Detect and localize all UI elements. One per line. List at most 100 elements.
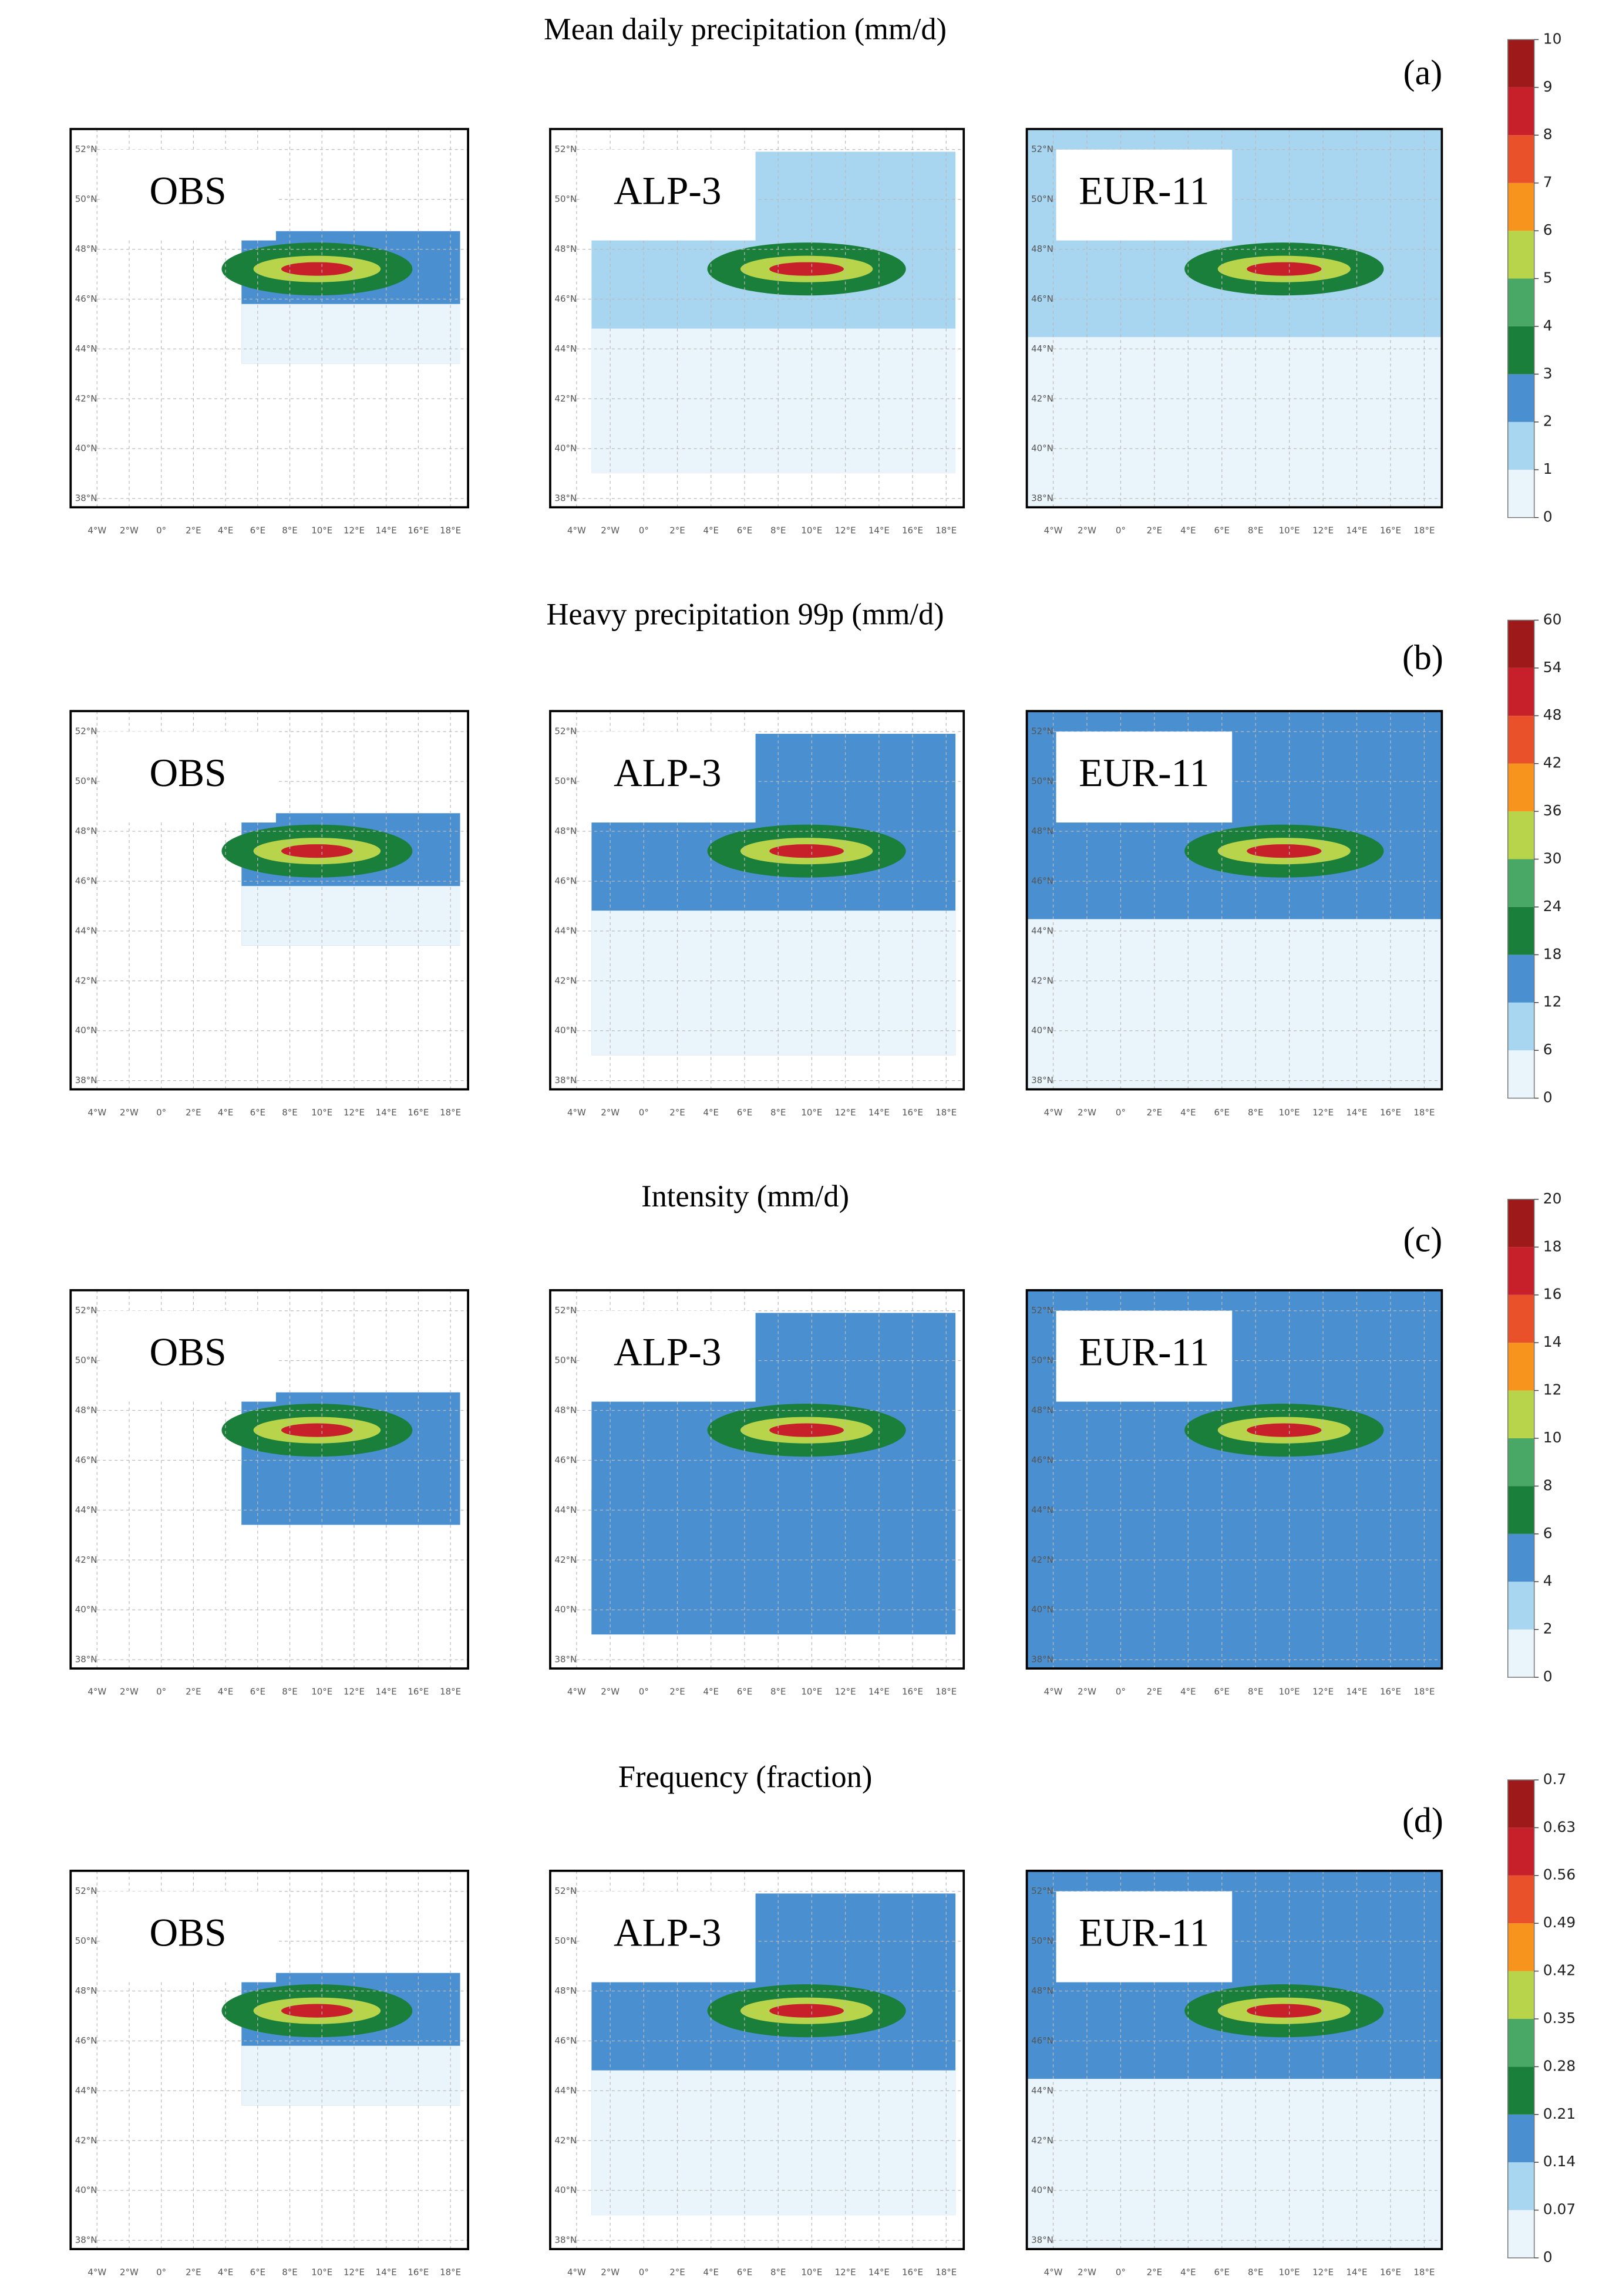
lon-label: 18°E [935,1107,957,1118]
lon-label: 4°W [567,1107,586,1118]
lat-label: 42°N [554,975,577,986]
lat-label: 44°N [1031,343,1053,354]
lon-label: 14°E [376,525,397,536]
lon-label: 10°E [801,525,822,536]
lat-label: 42°N [1031,1555,1053,1565]
lon-label: 0° [156,525,166,536]
colorbar-tick-label: 42 [1543,754,1562,771]
lon-label: 6°E [1214,2267,1230,2278]
lat-label: 46°N [75,875,97,886]
colorbar-cell [1507,1002,1534,1051]
model-label-box [1056,1891,1233,1983]
lat-label: 48°N [554,1985,577,1996]
lon-label: 2°W [1078,1107,1096,1118]
colorbar-cell [1507,470,1534,518]
lat-label: 40°N [75,1025,97,1036]
model-label: OBS [149,169,226,213]
map-panel: 52°N 50°N 48°N 46°N 44°N 42°N 40°N 38°N 4°W 2°W 0°… [549,127,965,536]
lon-label: 14°E [868,1107,890,1118]
lon-label: 4°E [703,2267,719,2278]
panel-label: (b) [1402,638,1443,677]
lat-label: 38°N [1031,493,1053,504]
map-panel: 52°N 50°N 48°N 46°N 44°N 42°N 40°N 38°N 4°W 2°W 0°… [549,1869,965,2278]
colorbar-cell [1507,906,1534,955]
colorbar-cell [1507,859,1534,907]
lon-label: 4°W [567,1687,586,1697]
lon-label: 0° [1116,2267,1126,2278]
colorbar-cell [1507,374,1534,422]
lat-label: 48°N [75,1405,97,1415]
lat-label: 42°N [75,1555,97,1565]
lon-label: 14°E [376,2267,397,2278]
lat-label: 52°N [554,1305,577,1316]
colorbar-cell [1507,1971,1534,2019]
lat-label: 46°N [554,294,577,304]
lon-label: 6°E [1214,1687,1230,1697]
alps-peak [1247,1423,1322,1437]
colorbar-tick-label: 0.21 [1543,2105,1576,2122]
colorbar-tick-label: 4 [1543,1572,1553,1589]
data-south [241,1465,460,1525]
colorbar-cell [1507,1199,1534,1248]
model-label: OBS [149,1911,226,1955]
lat-label: 40°N [75,2185,97,2196]
data-south [1026,2079,1442,2250]
lat-label: 42°N [75,975,97,986]
lat-label: 40°N [1031,1604,1053,1615]
lon-label: 16°E [902,1687,923,1697]
lon-label: 18°E [440,1687,461,1697]
lon-label: 0° [156,1107,166,1118]
lon-label: 2°W [1078,525,1096,536]
colorbar-cell [1507,1875,1534,1924]
colorbar-cell [1507,2114,1534,2163]
colorbar-cell [1507,2018,1534,2067]
lat-label: 42°N [554,2135,577,2146]
data-south [591,328,956,474]
colorbar-tick-label: 54 [1543,659,1562,676]
colorbar-tick-label: 0.49 [1543,1914,1576,1931]
colorbar-tick-label: 6 [1543,1525,1553,1542]
lat-label: 46°N [75,1455,97,1465]
data-south [1026,337,1442,508]
lat-label: 50°N [554,776,577,787]
colorbar-tick-label: 9 [1543,78,1553,95]
lon-label: 18°E [440,525,461,536]
colorbar-cell [1507,183,1534,231]
model-label: EUR-11 [1079,1911,1209,1955]
map-frame [549,127,965,508]
lon-label: 4°E [703,525,719,536]
colorbar-cell [1507,135,1534,183]
data-south [241,886,460,946]
lon-label: 16°E [1380,525,1401,536]
lat-label: 48°N [554,244,577,254]
lon-label: 6°E [250,1107,265,1118]
lat-label: 46°N [554,1455,577,1465]
lon-label: 10°E [1279,525,1300,536]
lon-label: 8°E [1248,1687,1263,1697]
colorbar-cell [1507,667,1534,716]
lon-label: 4°E [1180,2267,1196,2278]
lon-label: 0° [639,525,649,536]
alps-peak [1247,844,1322,858]
lon-label: 2°W [120,1687,139,1697]
colorbar-tick-label: 0.35 [1543,2010,1576,2027]
lon-label: 8°E [282,2267,297,2278]
lon-label: 6°E [250,525,265,536]
lat-label: 42°N [554,1555,577,1565]
lon-label: 8°E [770,1687,786,1697]
colorbar-tick-label: 7 [1543,174,1553,191]
colorbar-tick-label: 20 [1543,1190,1562,1207]
model-label: ALP-3 [614,751,722,795]
lat-label: 38°N [1031,1654,1053,1665]
lat-label: 50°N [75,776,97,787]
lon-label: 18°E [1413,1687,1435,1697]
lon-label: 14°E [1346,1687,1368,1697]
lat-label: 50°N [554,194,577,204]
colorbar-cell [1507,811,1534,859]
colorbar-cell [1507,422,1534,470]
model-label: ALP-3 [614,1330,722,1374]
lon-label: 4°W [1044,1107,1063,1118]
map-frame [1025,1869,1443,2250]
lon-label: 0° [639,1687,649,1697]
lon-label: 0° [156,1687,166,1697]
